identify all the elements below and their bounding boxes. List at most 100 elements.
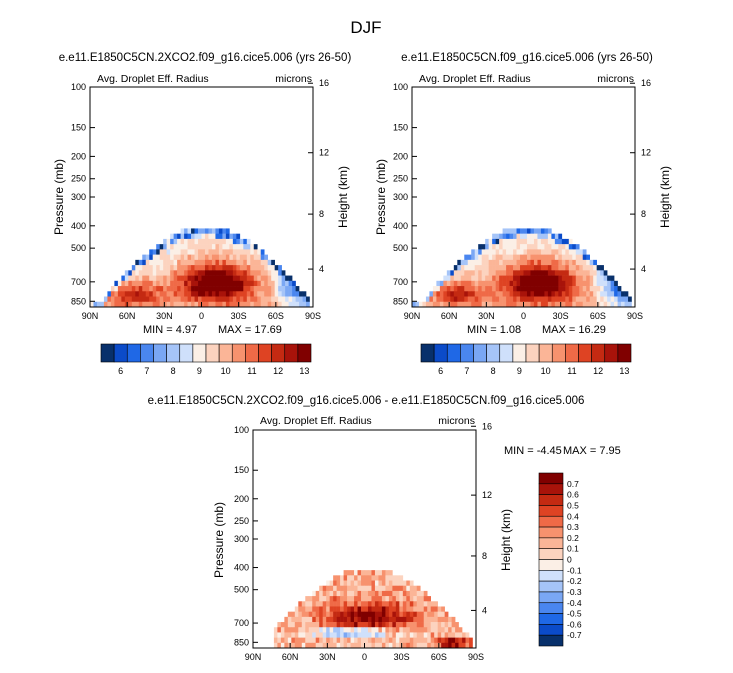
panel-2-max: MAX = 16.29 xyxy=(542,324,606,336)
heat-cell xyxy=(364,627,369,633)
heat-cell xyxy=(156,280,160,287)
heat-cell xyxy=(467,270,472,276)
heat-cell xyxy=(423,596,428,602)
heat-cell xyxy=(187,254,192,261)
heat-cell xyxy=(211,291,216,297)
heat-cell xyxy=(537,249,542,255)
heat-cell xyxy=(434,622,438,628)
heat-cell xyxy=(274,270,279,276)
heat-cell xyxy=(371,606,376,612)
heat-cell xyxy=(350,606,355,612)
heat-cell xyxy=(218,238,223,245)
heat-cell xyxy=(526,301,531,308)
heat-cell xyxy=(277,632,282,638)
heat-cell xyxy=(444,622,449,628)
heat-cell xyxy=(427,596,431,602)
heat-cell xyxy=(409,590,414,597)
heat-cell xyxy=(357,575,362,581)
heat-cell xyxy=(166,259,171,266)
heat-cell xyxy=(319,622,323,628)
heat-cell xyxy=(513,296,517,303)
heat-cell xyxy=(225,228,230,234)
heat-cell xyxy=(593,270,597,276)
heat-cell xyxy=(471,259,476,266)
colorbar-label: 0.4 xyxy=(567,511,579,521)
heat-cell xyxy=(305,611,310,618)
heat-cell xyxy=(198,286,202,292)
heat-cell xyxy=(260,280,265,287)
heat-cell xyxy=(381,616,386,623)
heat-cell xyxy=(215,301,220,308)
heat-cell xyxy=(495,254,500,261)
panel-1-colorbar: 6 7 8 9 10 11 12 13 xyxy=(100,343,312,376)
heat-cell xyxy=(177,233,181,240)
heat-cell xyxy=(184,291,188,297)
heat-cell xyxy=(441,611,445,618)
heat-cell xyxy=(526,280,531,287)
heat-cell xyxy=(291,611,296,618)
figure-title: DJF xyxy=(350,18,381,37)
heat-cell xyxy=(215,244,220,250)
heat-cell xyxy=(455,632,459,638)
colorbar-label: 11 xyxy=(247,366,256,376)
heat-cell xyxy=(340,622,344,628)
heat-cell xyxy=(159,244,164,250)
heat-cell xyxy=(589,291,594,297)
heat-cell xyxy=(142,259,147,266)
y2-tick-label: 12 xyxy=(319,148,329,158)
heat-cell xyxy=(537,233,542,240)
heat-cell xyxy=(596,296,601,303)
heat-cell xyxy=(322,606,327,612)
heat-cell xyxy=(329,627,334,633)
colorbar-box xyxy=(140,343,154,363)
heat-cell xyxy=(284,632,289,638)
heat-cell xyxy=(450,280,455,287)
heat-cell xyxy=(451,622,456,628)
heat-cell xyxy=(499,301,503,308)
heat-cell xyxy=(243,280,248,287)
heat-cell xyxy=(239,238,244,245)
heat-cell xyxy=(409,606,414,612)
heat-cell xyxy=(523,233,528,240)
heat-cell xyxy=(149,286,154,292)
heat-cell xyxy=(333,642,337,649)
heat-cell xyxy=(152,301,157,308)
heat-cell xyxy=(180,291,185,297)
heat-cell xyxy=(485,301,489,308)
heat-cell xyxy=(367,585,372,592)
heat-cell xyxy=(554,270,559,276)
heat-cell xyxy=(166,244,171,250)
colorbar-box xyxy=(153,343,167,363)
heat-cell xyxy=(184,296,188,303)
heat-cell xyxy=(343,611,348,618)
heat-cell xyxy=(385,611,390,618)
heat-cell xyxy=(533,233,538,240)
heat-cell xyxy=(430,606,435,612)
heat-cell xyxy=(478,291,482,297)
heat-cell xyxy=(551,233,556,240)
heat-cell xyxy=(520,249,524,255)
heat-cell xyxy=(128,275,133,282)
heat-cell xyxy=(198,233,202,240)
heat-cell xyxy=(298,611,303,618)
heat-cell xyxy=(312,596,317,602)
heat-cell xyxy=(579,291,584,297)
heat-cell xyxy=(558,259,563,266)
heat-cell xyxy=(312,611,317,618)
heat-cell xyxy=(347,637,351,644)
heat-cell xyxy=(575,259,580,266)
heat-cell xyxy=(533,228,538,234)
heat-cell xyxy=(516,301,521,308)
colorbar-box xyxy=(538,505,564,517)
heat-cell xyxy=(222,259,227,266)
heat-cell xyxy=(509,280,514,287)
heat-cell xyxy=(343,637,348,644)
heat-cell xyxy=(495,286,500,292)
heat-cell xyxy=(159,259,164,266)
heat-cell xyxy=(544,244,549,250)
heat-cell xyxy=(159,254,164,261)
heat-cell xyxy=(350,580,355,587)
heat-cell xyxy=(329,642,334,649)
heat-cell xyxy=(281,270,286,276)
heat-cell xyxy=(260,291,265,297)
